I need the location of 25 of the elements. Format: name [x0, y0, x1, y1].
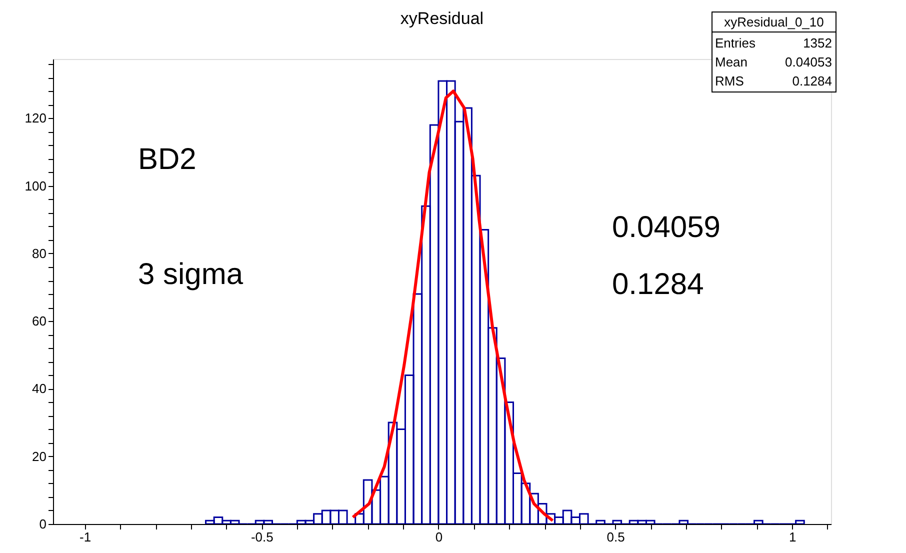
y-tick-label: 100	[24, 178, 46, 194]
x-tick-label: 1	[788, 530, 796, 544]
annotation: BD2	[138, 143, 196, 176]
text: Entries	[715, 36, 756, 50]
y-tick-label: 0	[39, 516, 46, 532]
annotation: 0.04053	[785, 54, 832, 70]
x-tick-label: 0.5	[606, 530, 625, 544]
annotation: 0.04059	[612, 211, 720, 244]
y-tick-label: 20	[32, 448, 46, 464]
annotation: 0.1284	[792, 74, 832, 88]
x-tick-label: -1	[80, 530, 92, 544]
y-tick-label: 80	[32, 246, 46, 261]
annotation: 3 sigma	[138, 258, 244, 291]
y-tick-label: 120	[24, 110, 46, 126]
line-series	[351, 90, 554, 522]
y-tick-label: 60	[32, 314, 46, 329]
text: xyResidual_0_10	[724, 14, 824, 30]
x-tick-label: 0	[435, 530, 443, 544]
annotation: RMS	[715, 74, 744, 88]
x-tick-label: -0.5	[250, 530, 274, 544]
text: 1352	[803, 36, 832, 50]
y-tick-label: 40	[32, 381, 46, 396]
annotation: 0.1284	[612, 268, 704, 301]
chart-title: xyResidual	[400, 9, 484, 28]
annotation: Mean	[715, 54, 748, 70]
